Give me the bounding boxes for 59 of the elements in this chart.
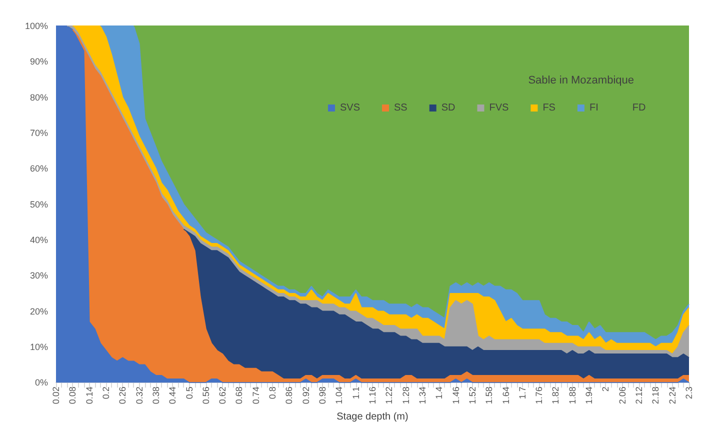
x-tick-label: 1.04	[334, 386, 344, 404]
x-tick-label: 0.14	[84, 386, 94, 404]
x-tick-label: 0.98	[318, 386, 328, 404]
x-tick-label: 0.44	[168, 386, 178, 404]
x-tick-label: 0.62	[218, 386, 228, 404]
y-tick-label: 100%	[24, 21, 48, 31]
legend-label: SS	[394, 102, 408, 114]
x-tick-label: 0.08	[68, 386, 78, 404]
x-tick-label: 1.16	[368, 386, 378, 404]
x-tick-label: 0.26	[118, 386, 128, 404]
y-tick-label: 30%	[30, 270, 48, 281]
x-tick-label: 1.94	[584, 386, 594, 404]
y-tick-label: 90%	[30, 56, 48, 67]
x-tick-label: 1.88	[567, 386, 578, 404]
legend-label: FVS	[489, 102, 510, 114]
legend-label: SVS	[340, 102, 360, 114]
x-tick-label: 2.12	[634, 386, 644, 404]
y-tick-label: 80%	[30, 92, 48, 102]
x-tick-label: 2.06	[617, 386, 628, 404]
y-tick-label: 70%	[30, 128, 48, 138]
x-tick-label: 2.3	[684, 386, 694, 400]
x-tick-label: 1.34	[417, 386, 428, 404]
y-tick-label: 10%	[30, 342, 48, 352]
x-tick-label: 2	[600, 386, 611, 392]
x-tick-label: 0.5	[184, 386, 194, 400]
x-tick-label: 2.18	[650, 386, 661, 404]
x-tick-label: 1.52	[467, 386, 478, 404]
x-tick-label: 1.64	[500, 386, 511, 404]
x-tick-label: 0.02	[51, 386, 61, 404]
y-tick-label: 0%	[34, 378, 48, 388]
x-tick-label: 0.74	[250, 386, 261, 404]
x-tick-label: 1.7	[517, 386, 528, 400]
x-tick-label: 1.22	[384, 386, 394, 404]
x-tick-label: 0.38	[150, 386, 161, 404]
legend-label: FI	[589, 102, 598, 114]
x-tick-label: 1.28	[400, 386, 411, 404]
x-tick-label: 0.68	[234, 386, 244, 404]
y-tick-label: 40%	[30, 234, 48, 245]
y-tick-label: 60%	[30, 164, 48, 174]
x-tick-label: 1.46	[450, 386, 461, 404]
x-tick-label: 2.24	[667, 386, 678, 404]
x-tick-label: 1.1	[350, 386, 361, 400]
x-tick-label: 1.76	[534, 386, 544, 404]
x-tick-label: 0.8	[268, 386, 278, 400]
legend-label: SD	[441, 102, 456, 114]
y-tick-label: 50%	[30, 199, 48, 210]
text: Sable in Mozambique	[528, 74, 634, 86]
series-label: FD	[632, 102, 646, 114]
x-tick-label: 0.92	[300, 386, 311, 404]
legend-label: FS	[542, 102, 556, 114]
x-tick-label: 1.82	[550, 386, 561, 404]
x-tick-label: 1.58	[484, 386, 494, 404]
x-tick-label: 0.2	[100, 386, 111, 400]
x-tick-label: 1.4	[434, 386, 444, 400]
x-axis-title: Stage depth (m)	[336, 412, 408, 422]
x-tick-label: 0.32	[134, 386, 144, 404]
y-tick-label: 20%	[30, 306, 48, 316]
x-tick-label: 0.86	[284, 386, 294, 404]
x-tick-label: 0.56	[200, 386, 211, 404]
